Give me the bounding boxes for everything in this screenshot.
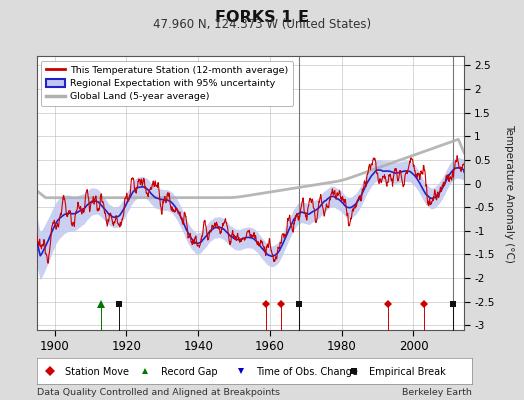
Text: Berkeley Earth: Berkeley Earth bbox=[402, 388, 472, 397]
Text: FORKS 1 E: FORKS 1 E bbox=[215, 10, 309, 25]
Text: Empirical Break: Empirical Break bbox=[369, 367, 446, 377]
Legend: This Temperature Station (12-month average), Regional Expectation with 95% uncer: This Temperature Station (12-month avera… bbox=[41, 61, 293, 106]
Text: 47.960 N, 124.373 W (United States): 47.960 N, 124.373 W (United States) bbox=[153, 18, 371, 31]
Text: Data Quality Controlled and Aligned at Breakpoints: Data Quality Controlled and Aligned at B… bbox=[37, 388, 280, 397]
Text: Time of Obs. Change: Time of Obs. Change bbox=[256, 367, 358, 377]
Y-axis label: Temperature Anomaly (°C): Temperature Anomaly (°C) bbox=[504, 124, 514, 262]
Text: Record Gap: Record Gap bbox=[161, 367, 217, 377]
Text: Station Move: Station Move bbox=[65, 367, 129, 377]
